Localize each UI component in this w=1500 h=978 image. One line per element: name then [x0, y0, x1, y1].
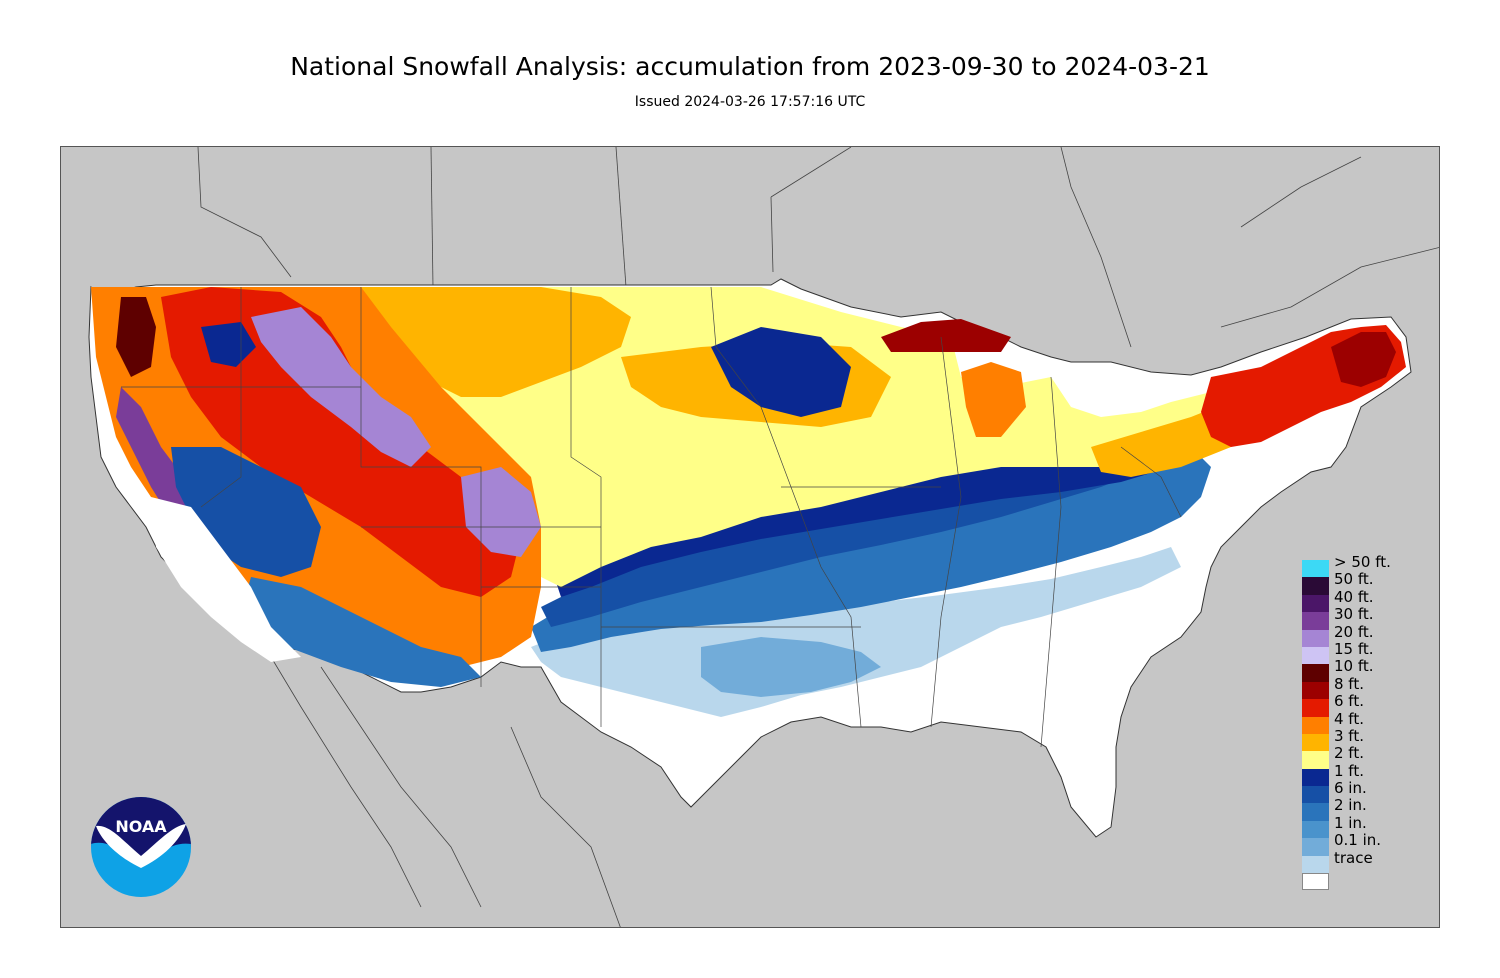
page-title: National Snowfall Analysis: accumulation…: [290, 52, 1210, 81]
legend-item: 10 ft.: [1302, 658, 1442, 682]
legend-swatch: [1302, 577, 1329, 595]
background-boundaries: [197, 147, 1439, 927]
legend-item: 15 ft.: [1302, 640, 1442, 665]
state-borders: [121, 286, 1182, 748]
legend-label: 50 ft.: [1334, 570, 1374, 589]
legend-label: 1 in.: [1334, 813, 1367, 832]
legend-item: 3 ft.: [1302, 727, 1442, 752]
legend-swatch: [1302, 699, 1329, 717]
legend-item: 1 in.: [1302, 814, 1442, 839]
legend-swatch: [1302, 873, 1329, 891]
snowfall-map[interactable]: [60, 146, 1440, 928]
legend-label: > 50 ft.: [1334, 553, 1391, 571]
legend-item: 2 in.: [1302, 797, 1442, 821]
issued-timestamp: Issued 2024-03-26 17:57:16 UTC: [634, 94, 866, 110]
legend-item: 30 ft.: [1302, 606, 1442, 630]
southwest-blue: [241, 577, 481, 687]
legend-swatch: [1302, 594, 1329, 613]
legend: > 50 ft. 50 ft. 40 ft. 30 ft. 20 ft. 15 ft. 10…: [1302, 554, 1442, 891]
three-foot-patch: [361, 287, 631, 397]
legend-item: 6 ft.: [1302, 693, 1442, 717]
legend-label: 15 ft.: [1334, 639, 1374, 658]
noaa-logo-text: NOAA: [115, 817, 167, 836]
legend-label: 10 ft.: [1334, 657, 1374, 676]
trace-zone: [531, 547, 1181, 717]
legend-swatch: [1302, 768, 1329, 787]
legend-item: 50 ft.: [1302, 571, 1442, 595]
northeast-severe: [1331, 332, 1396, 387]
legend-item: 0.1 in.: [1302, 832, 1442, 856]
legend-swatch: [1302, 664, 1329, 682]
legend-label: 30 ft.: [1334, 605, 1374, 624]
legend-swatch: [1302, 612, 1329, 630]
legend-label: 8 ft.: [1334, 674, 1364, 693]
minnesota-blue: [711, 327, 851, 417]
legend-item: 40 ft.: [1302, 588, 1442, 613]
legend-label: 40 ft.: [1334, 587, 1374, 606]
legend-label: 20 ft.: [1334, 622, 1374, 641]
legend-swatch: [1302, 629, 1329, 647]
legend-swatch: [1302, 751, 1329, 769]
legend-swatch: [1302, 716, 1329, 734]
map-canvas: [88, 147, 1439, 927]
legend-label: 0.1 in.: [1334, 831, 1382, 850]
legend-item: 20 ft.: [1302, 623, 1442, 647]
tenth-inch-zone: [701, 637, 881, 697]
legend-label: 3 ft.: [1334, 726, 1364, 745]
southwest-trace: [151, 497, 301, 662]
legend-item: 6 in.: [1302, 780, 1442, 804]
legend-label: 4 ft.: [1334, 709, 1364, 728]
legend-label: 6 ft.: [1334, 692, 1364, 711]
legend-swatch: [1302, 646, 1329, 665]
montana-blue: [201, 322, 256, 367]
cascades-dark: [116, 297, 156, 377]
legend-swatch: [1302, 681, 1329, 700]
legend-swatch: [1302, 838, 1329, 856]
legend-label: 2 in.: [1334, 796, 1367, 815]
lower-michigan: [961, 362, 1026, 437]
great-basin-blue: [171, 447, 321, 577]
west-red: [161, 287, 521, 597]
legend-label: 2 ft.: [1334, 744, 1364, 763]
legend-label: 1 ft.: [1334, 761, 1364, 780]
legend-item: 4 ft.: [1302, 710, 1442, 734]
legend-swatch: [1302, 733, 1329, 752]
legend-swatch: [1302, 855, 1329, 874]
legend-label: 6 in.: [1334, 779, 1367, 798]
legend-item: trace: [1302, 849, 1442, 874]
legend-swatch: [1302, 560, 1329, 578]
legend-item: 1 ft.: [1302, 762, 1442, 787]
noaa-logo: NOAA: [91, 797, 191, 897]
legend-swatch: [1302, 803, 1329, 821]
legend-item: 2 ft.: [1302, 745, 1442, 769]
legend-swatch: [1302, 786, 1329, 804]
legend-item: > 50 ft.: [1302, 554, 1442, 578]
legend-label: trace: [1334, 848, 1373, 867]
upper-michigan: [881, 319, 1011, 352]
one-inch-band: [531, 447, 1211, 652]
legend-swatch: [1302, 820, 1329, 839]
legend-item: 8 ft.: [1302, 675, 1442, 700]
legend-item: [1302, 873, 1442, 891]
